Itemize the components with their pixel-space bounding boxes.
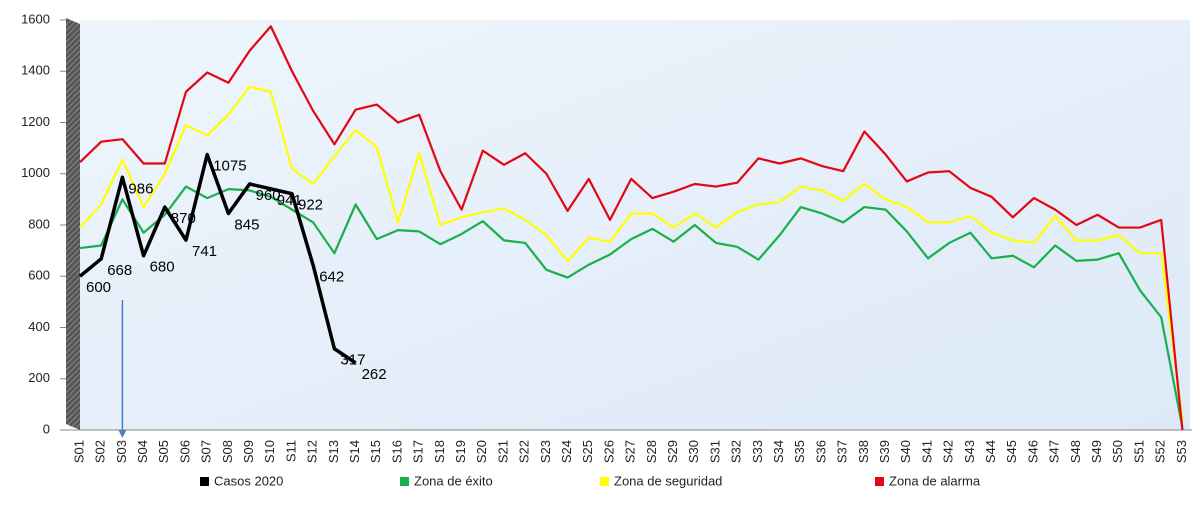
x-tick-label: S20 [474, 440, 489, 463]
x-tick-label: S05 [156, 440, 171, 463]
x-tick-label: S07 [199, 440, 214, 463]
x-tick-label: S21 [495, 440, 510, 463]
x-tick-label: S06 [177, 440, 192, 463]
series-line [79, 85, 1184, 420]
y-tick-label: 200 [28, 370, 50, 385]
x-tick-label: S18 [432, 440, 447, 463]
x-tick-label: S38 [856, 440, 871, 463]
y-tick-label: 800 [28, 216, 50, 231]
legend-swatch [400, 477, 409, 486]
x-tick-label: S13 [326, 440, 341, 463]
value-label: 1075 [213, 158, 246, 175]
x-tick-label: S11 [283, 440, 298, 462]
value-label: 941 [277, 192, 302, 209]
legend-swatch [600, 477, 609, 486]
x-tick-label: S10 [262, 440, 277, 463]
value-label: 317 [340, 352, 365, 369]
x-tick-label: S12 [305, 440, 320, 463]
x-tick-label: S25 [580, 440, 595, 463]
x-tick-label: S53 [1174, 440, 1189, 463]
x-tick-label: S37 [835, 440, 850, 463]
x-tick-label: S30 [686, 440, 701, 463]
x-tick-label: S01 [71, 440, 86, 463]
value-label: 642 [319, 268, 344, 285]
x-tick-label: S17 [411, 440, 426, 463]
legend-label: Casos 2020 [214, 473, 283, 488]
value-label: 986 [128, 180, 153, 197]
arrow-head [118, 430, 127, 438]
series-line [79, 25, 1184, 431]
x-tick-label: S43 [962, 440, 977, 463]
x-tick-label: S28 [644, 440, 659, 463]
x-tick-label: S04 [135, 440, 150, 463]
value-label: 845 [234, 216, 259, 233]
x-tick-label: S34 [771, 440, 786, 463]
value-label: 922 [298, 197, 323, 214]
value-label: 262 [362, 366, 387, 383]
legend-swatch [200, 477, 209, 486]
x-tick-label: S35 [792, 440, 807, 463]
x-tick-label: S52 [1153, 440, 1168, 463]
x-tick-label: S29 [665, 440, 680, 463]
x-tick-label: S42 [941, 440, 956, 463]
legend-label: Zona de alarma [889, 473, 981, 488]
x-tick-label: S50 [1110, 440, 1125, 463]
x-tick-label: S36 [813, 440, 828, 463]
y-tick-label: 1400 [21, 63, 50, 78]
value-label: 741 [192, 243, 217, 260]
x-tick-label: S27 [623, 440, 638, 463]
value-label: 870 [171, 210, 196, 227]
series-line [79, 185, 1184, 428]
x-tick-label: S40 [898, 440, 913, 463]
x-tick-label: S33 [750, 440, 765, 463]
x-tick-label: S14 [347, 440, 362, 463]
x-tick-label: S46 [1025, 440, 1040, 463]
x-tick-label: S02 [93, 440, 108, 463]
y-tick-label: 600 [28, 268, 50, 283]
x-tick-label: S32 [729, 440, 744, 463]
x-tick-label: S24 [559, 440, 574, 463]
x-tick-label: S39 [877, 440, 892, 463]
x-tick-label: S41 [919, 440, 934, 463]
legend-label: Zona de seguridad [614, 473, 722, 488]
y-tick-label: 1000 [21, 165, 50, 180]
value-label: 668 [107, 262, 132, 279]
y-tick-label: 1200 [21, 114, 50, 129]
x-tick-label: S44 [983, 440, 998, 463]
x-tick-label: S51 [1131, 440, 1146, 463]
x-tick-label: S26 [601, 440, 616, 463]
x-tick-label: S09 [241, 440, 256, 463]
x-tick-label: S45 [1004, 440, 1019, 463]
value-label: 960 [256, 187, 281, 204]
series-line [78, 152, 357, 365]
x-tick-label: S49 [1089, 440, 1104, 463]
x-tick-label: S16 [389, 440, 404, 463]
x-tick-label: S19 [453, 440, 468, 463]
value-label: 600 [86, 279, 111, 296]
value-label: 680 [150, 259, 175, 276]
x-tick-label: S47 [1047, 440, 1062, 463]
x-tick-label: S31 [707, 440, 722, 463]
x-tick-label: S15 [368, 440, 383, 463]
y-tick-label: 0 [43, 421, 50, 436]
legend-label: Zona de éxito [414, 473, 493, 488]
side-wall [66, 18, 80, 430]
plot-area [80, 20, 1190, 430]
legend-swatch [875, 477, 884, 486]
y-tick-label: 400 [28, 319, 50, 334]
x-tick-label: S48 [1068, 440, 1083, 463]
y-tick-label: 1600 [21, 11, 50, 26]
x-tick-label: S22 [517, 440, 532, 463]
x-tick-label: S03 [114, 440, 129, 463]
x-tick-label: S23 [538, 440, 553, 463]
x-tick-label: S08 [220, 440, 235, 463]
